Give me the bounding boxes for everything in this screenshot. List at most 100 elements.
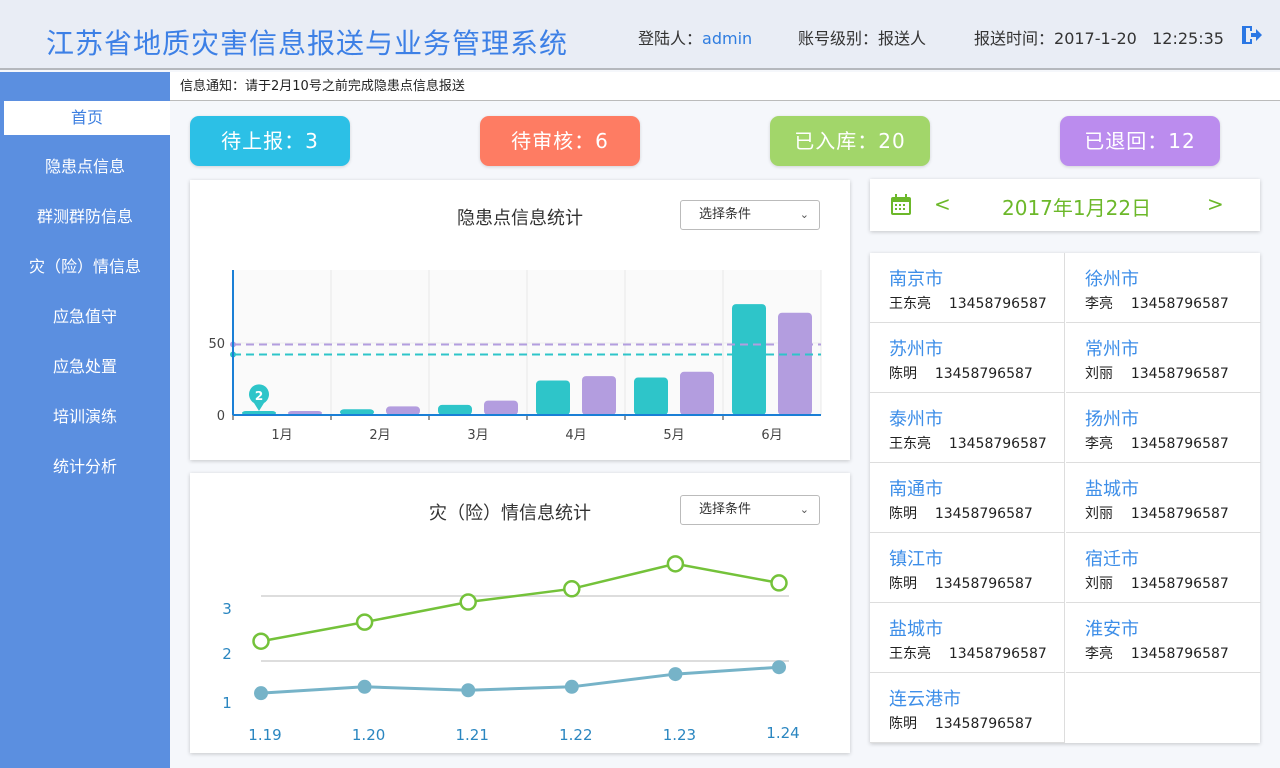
contact-cell[interactable]: 南通市陈明 13458796587 [870,463,1065,533]
contact-phone: 13458796587 [948,296,1047,312]
contact-phone: 13458796587 [1130,506,1229,522]
bar-a [536,380,570,415]
condition-select[interactable]: 选择条件 ⌄ [680,200,820,230]
time-label: 报送时间： [974,29,1055,48]
data-point [254,686,268,701]
x-tick-label: 1.23 [663,726,696,744]
select-label: 选择条件 [699,502,752,517]
contact-cell[interactable]: 泰州市 王东亮 13458796587 [870,393,1065,463]
sidebar-item-training[interactable]: 培训演练 [52,407,117,426]
sidebar-item-statistics[interactable]: 统计分析 [52,457,117,476]
bar-b [680,371,714,415]
sidebar-item-home[interactable]: 首页 [0,101,170,135]
level-value: 报送人 [878,29,927,48]
city-name[interactable]: 常州市 [1085,339,1139,360]
city-name[interactable]: 徐州市 [1085,269,1139,290]
contact-cell[interactable]: 宿迁市 刘丽 13458796587 [1066,533,1261,603]
logout-icon[interactable] [1240,24,1262,46]
x-tick-label: 1.19 [248,726,281,744]
sidebar-item-group-monitoring[interactable]: 群测群防信息 [36,207,133,226]
contact-person: 李亮 [1085,296,1113,312]
sidebar-item-hazard-points[interactable]: 隐患点信息 [44,157,125,176]
user-label: 登陆人： [638,29,703,48]
contact-cell[interactable]: 南京市 王东亮 13458796587 [870,253,1065,323]
contact-cell[interactable]: 常州市 刘丽 13458796587 [1066,323,1261,393]
chart-title: 灾（险）情信息统计 [429,503,591,524]
contact-cell[interactable]: 徐州市李亮 13458796587 [1066,253,1261,323]
city-name[interactable]: 南通市 [889,479,943,500]
city-name[interactable]: 苏州市 [889,339,943,360]
bar-a [242,411,276,415]
contact-phone: 13458796587 [934,576,1033,592]
calendar-icon[interactable] [890,194,912,216]
x-tick-label: 1.22 [559,726,592,744]
stat-pending-review[interactable]: 待审核：6 [480,116,640,166]
contact-info: 李亮 13458796587 [1085,643,1229,663]
contact-cell[interactable]: 苏州市陈明 13458796587 [870,323,1065,393]
city-name[interactable]: 盐城市 [889,619,943,640]
city-name[interactable]: 镇江市 [889,549,943,570]
y-tick-label: 1 [222,694,232,712]
disaster-chart-panel: 灾（险）情信息统计 选择条件 ⌄ 1 2 3 1.19 1.20 1.21 1.22 1.23 1… [190,473,850,753]
condition-select[interactable]: 选择条件 ⌄ [680,495,820,525]
next-date-button[interactable]: > [1207,192,1224,216]
data-point [772,660,786,675]
bar-a [634,377,668,415]
sidebar-item-emergency-duty[interactable]: 应急值守 [52,307,117,326]
bar-b [582,376,616,415]
x-tick-label: 6月 [761,428,782,443]
data-point [252,632,270,650]
contact-cell[interactable]: 盐城市 刘丽 13458796587 [1066,463,1261,533]
chevron-down-icon: ⌄ [799,503,809,516]
x-tick-label: 3月 [467,428,488,443]
contact-info: 李亮 13458796587 [1085,433,1229,453]
contact-phone: 13458796587 [1130,646,1229,662]
y-tick-label: 2 [222,645,232,663]
sidebar-item-emergency-response[interactable]: 应急处置 [52,357,117,376]
contact-person: 王东亮 [889,646,931,662]
level-label: 账号级别： [798,29,879,48]
average-marker [230,351,236,358]
data-point [563,580,581,598]
contact-person: 刘丽 [1085,576,1113,592]
sidebar-item-disaster-info[interactable]: 灾（险）情信息 [28,257,141,276]
contact-cell[interactable]: 镇江市陈明 13458796587 [870,533,1065,603]
prev-date-button[interactable]: < [934,192,951,216]
chart-title: 隐患点信息统计 [457,208,583,229]
x-tick-label: 4月 [565,428,586,443]
data-point [357,679,372,694]
contact-cell[interactable]: 盐城市 王东亮 13458796587 [870,603,1065,673]
city-name[interactable]: 盐城市 [1085,479,1139,500]
contact-info: 陈明 13458796587 [889,503,1033,523]
user-name[interactable]: admin [702,29,753,48]
contact-cell[interactable]: 连云港市陈明 13458796587 [870,673,1065,743]
data-pin [249,384,269,411]
contact-info: 陈明 13458796587 [889,713,1033,733]
contact-info: 李亮 13458796587 [1085,293,1229,313]
contact-person: 李亮 [1085,646,1113,662]
stat-pending-report[interactable]: 待上报：3 [190,116,350,166]
stat-stored[interactable]: 已入库：20 [770,116,930,166]
contact-person: 李亮 [1085,436,1113,452]
bar-b [386,406,420,415]
data-point [461,683,476,698]
x-tick-label: 1.24 [766,724,799,742]
city-name[interactable]: 泰州市 [889,409,943,430]
city-name[interactable]: 淮安市 [1085,619,1139,640]
stat-returned[interactable]: 已退回：12 [1060,116,1220,166]
city-name[interactable]: 连云港市 [889,689,961,710]
contact-person: 陈明 [889,576,917,592]
contact-cell[interactable]: 扬州市李亮 13458796587 [1066,393,1261,463]
contact-phone: 13458796587 [1130,436,1229,452]
city-name[interactable]: 南京市 [889,269,943,290]
date-navigator: < 2017年1月22日 > [870,179,1260,231]
contact-person: 陈明 [889,716,917,732]
data-point [770,574,788,592]
pin-label: 2 [255,389,263,403]
level-info: 账号级别：报送人 [798,25,926,49]
contact-info: 陈明 13458796587 [889,363,1033,383]
city-name[interactable]: 扬州市 [1085,409,1139,430]
x-tick-label: 1月 [271,428,292,443]
city-name[interactable]: 宿迁市 [1085,549,1139,570]
contact-cell[interactable]: 淮安市李亮 13458796587 [1066,603,1261,673]
